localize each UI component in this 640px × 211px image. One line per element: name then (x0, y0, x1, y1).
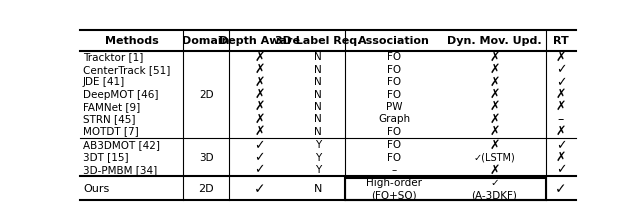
Text: Tracktor [1]: Tracktor [1] (83, 53, 143, 62)
Text: Depth Aware: Depth Aware (219, 36, 300, 46)
Text: ✗: ✗ (556, 51, 566, 64)
Text: FO: FO (387, 53, 401, 62)
Text: N: N (314, 127, 321, 137)
Text: ✗: ✗ (255, 100, 265, 113)
Text: ✓: ✓ (556, 139, 566, 152)
Text: FO: FO (387, 140, 401, 150)
Text: ✓: ✓ (255, 151, 265, 164)
Text: STRN [45]: STRN [45] (83, 114, 136, 124)
Text: N: N (314, 114, 321, 124)
Text: ✗: ✗ (556, 125, 566, 138)
Text: –: – (558, 113, 564, 126)
Text: ✗: ✗ (556, 151, 566, 164)
Text: ✗: ✗ (255, 125, 265, 138)
Text: ✓: ✓ (255, 139, 265, 152)
Text: FO: FO (387, 89, 401, 100)
Text: ✗: ✗ (489, 76, 500, 89)
Text: ✓(LSTM): ✓(LSTM) (474, 153, 515, 162)
Text: N: N (314, 89, 321, 100)
Text: ✗: ✗ (489, 125, 500, 138)
Text: ✓: ✓ (555, 182, 567, 196)
Text: Graph: Graph (378, 114, 410, 124)
Text: ✗: ✗ (489, 113, 500, 126)
Text: ✗: ✗ (255, 63, 265, 76)
Text: ✗: ✗ (489, 100, 500, 113)
Text: –: – (392, 165, 397, 175)
Text: Dyn. Mov. Upd.: Dyn. Mov. Upd. (447, 36, 542, 46)
Text: 3D-PMBM [34]: 3D-PMBM [34] (83, 165, 157, 175)
Text: FAMNet [9]: FAMNet [9] (83, 102, 140, 112)
Text: ✗: ✗ (255, 76, 265, 89)
Text: DeepMOT [46]: DeepMOT [46] (83, 89, 159, 100)
Text: N: N (314, 53, 321, 62)
Text: ✓: ✓ (255, 163, 265, 176)
Text: Ours: Ours (83, 184, 109, 194)
Text: Y: Y (315, 153, 321, 162)
Text: N: N (314, 184, 322, 194)
Text: ✗: ✗ (255, 51, 265, 64)
Text: ✗: ✗ (489, 63, 500, 76)
Text: N: N (314, 102, 321, 112)
Text: ✓: ✓ (556, 63, 566, 76)
Text: FO: FO (387, 153, 401, 162)
Text: ✗: ✗ (556, 88, 566, 101)
Text: PW: PW (386, 102, 403, 112)
Text: JDE [41]: JDE [41] (83, 77, 125, 87)
Text: FO: FO (387, 77, 401, 87)
Text: MOTDT [7]: MOTDT [7] (83, 127, 139, 137)
Text: 3D Label Req.: 3D Label Req. (275, 36, 361, 46)
Text: N: N (314, 77, 321, 87)
Text: ✓
(A-3DKF): ✓ (A-3DKF) (472, 178, 517, 200)
Text: 3D: 3D (199, 153, 213, 162)
Text: ✗: ✗ (489, 51, 500, 64)
Text: CenterTrack [51]: CenterTrack [51] (83, 65, 170, 75)
Text: AB3DMOT [42]: AB3DMOT [42] (83, 140, 160, 150)
Text: ✗: ✗ (489, 88, 500, 101)
Text: RT: RT (553, 36, 569, 46)
Text: ✗: ✗ (255, 113, 265, 126)
Text: N: N (314, 65, 321, 75)
Text: ✓: ✓ (556, 76, 566, 89)
Bar (346, 178, 546, 200)
Text: ✗: ✗ (556, 100, 566, 113)
Text: Y: Y (315, 140, 321, 150)
Text: 2D: 2D (198, 184, 214, 194)
Text: Y: Y (315, 165, 321, 175)
Text: Association: Association (358, 36, 430, 46)
Text: Domain: Domain (182, 36, 230, 46)
Text: High-order
(FO+SO): High-order (FO+SO) (366, 178, 422, 200)
Text: FO: FO (387, 65, 401, 75)
Text: ✓: ✓ (556, 163, 566, 176)
Text: ✗: ✗ (255, 88, 265, 101)
Text: 3DT [15]: 3DT [15] (83, 153, 129, 162)
Text: Methods: Methods (104, 36, 158, 46)
Text: FO: FO (387, 127, 401, 137)
Text: ✓: ✓ (254, 182, 266, 196)
Text: ✗: ✗ (489, 139, 500, 152)
Text: ✗: ✗ (489, 163, 500, 176)
Text: 2D: 2D (199, 89, 213, 100)
